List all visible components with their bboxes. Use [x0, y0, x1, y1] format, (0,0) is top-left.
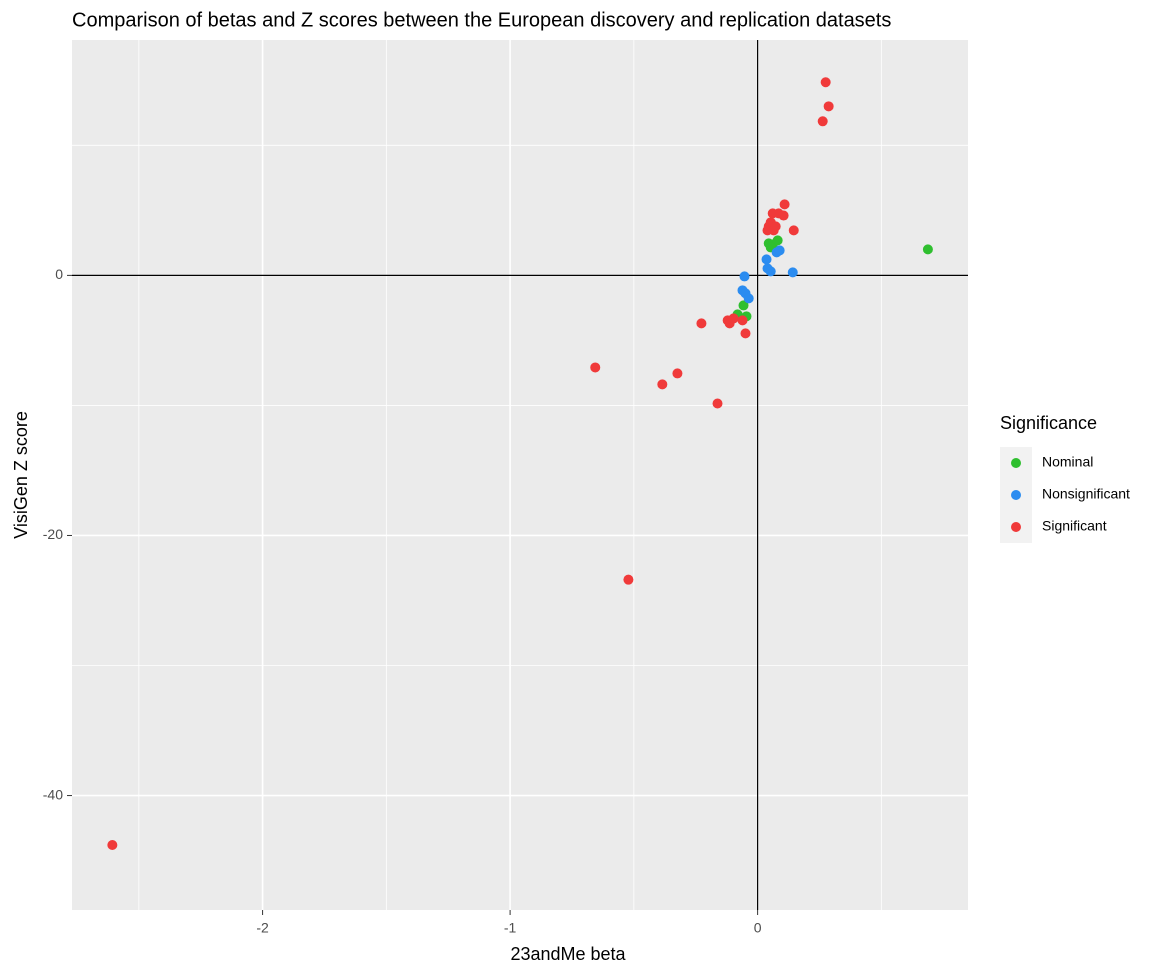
y-tick-label: -20 — [43, 526, 63, 542]
x-tick-label: -2 — [256, 920, 269, 936]
point — [817, 116, 828, 127]
point — [922, 244, 933, 255]
y-tick-label: -40 — [43, 786, 63, 802]
legend-label: Nominal — [1042, 454, 1093, 470]
x-tick-label: 0 — [754, 920, 762, 936]
point — [740, 328, 751, 339]
legend-marker — [1011, 522, 1021, 532]
point — [768, 225, 779, 236]
point — [765, 266, 776, 277]
point — [823, 101, 834, 112]
point — [778, 210, 789, 221]
point — [738, 300, 749, 311]
chart-title: Comparison of betas and Z scores between… — [72, 9, 891, 31]
point — [743, 293, 754, 304]
point — [761, 254, 772, 265]
point — [820, 77, 831, 88]
point — [590, 362, 601, 373]
point — [774, 245, 785, 256]
point — [739, 271, 750, 282]
point — [788, 225, 799, 236]
point — [623, 574, 634, 585]
point — [779, 199, 790, 210]
legend-label: Significant — [1042, 518, 1107, 534]
legend-label: Nonsignificant — [1042, 486, 1130, 502]
point — [787, 267, 798, 278]
legend-title: Significance — [1000, 413, 1097, 433]
point — [657, 379, 668, 390]
point — [696, 318, 707, 329]
legend-marker — [1011, 458, 1021, 468]
legend: Nominal Nonsignificant Significant — [1000, 447, 1130, 543]
y-axis-label: VisiGen Z score — [11, 411, 31, 539]
panel — [72, 40, 968, 910]
point — [672, 368, 683, 379]
point — [772, 235, 783, 246]
x-axis-label: 23andMe beta — [510, 944, 626, 964]
x-tick-label: -1 — [504, 920, 517, 936]
point — [728, 313, 739, 324]
legend-marker — [1011, 490, 1021, 500]
point — [107, 839, 118, 850]
y-tick-label: 0 — [55, 266, 63, 282]
grid — [72, 40, 968, 910]
point — [712, 398, 723, 409]
marks — [107, 77, 933, 850]
point — [737, 315, 748, 326]
